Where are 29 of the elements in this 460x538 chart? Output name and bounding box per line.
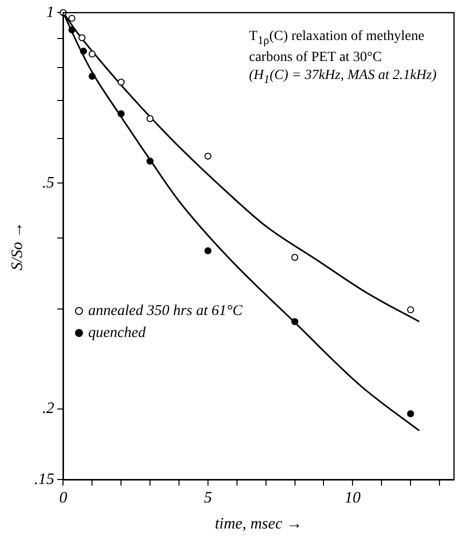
point [118, 78, 125, 86]
point [68, 26, 76, 34]
x-tick-label: 0 [59, 489, 68, 506]
point [291, 318, 298, 326]
x-axis-title: time, msec → [214, 516, 302, 533]
x-tick-label: 5 [204, 489, 212, 506]
y-axis-title: S/So → [8, 222, 26, 270]
text: T$_{1ρ}$(C) relaxation of methylene carbons of PET at 30°C [249, 28, 426, 68]
point [68, 14, 76, 22]
point [88, 50, 96, 58]
text: (H$_{1}$(C) = 37kHz, MAS at 2.1kHz) [249, 67, 437, 88]
y-tick-label: 1 [46, 4, 54, 21]
y-tick-label: .5 [42, 174, 54, 192]
point [146, 115, 154, 122]
point [88, 72, 96, 80]
point [204, 152, 212, 160]
point [146, 158, 154, 165]
legend-label: annealed 350 hrs at 61°C [88, 302, 243, 319]
x-tick-label: 10 [344, 489, 361, 506]
legend-label: quenched [88, 324, 146, 341]
y-tick-label: .2 [42, 400, 54, 417]
y-tick-label: .15 [34, 470, 54, 488]
point [291, 254, 298, 261]
point [407, 306, 414, 314]
point [80, 48, 87, 55]
point [78, 34, 86, 42]
point [118, 110, 125, 118]
point [407, 410, 414, 418]
point [204, 247, 212, 254]
